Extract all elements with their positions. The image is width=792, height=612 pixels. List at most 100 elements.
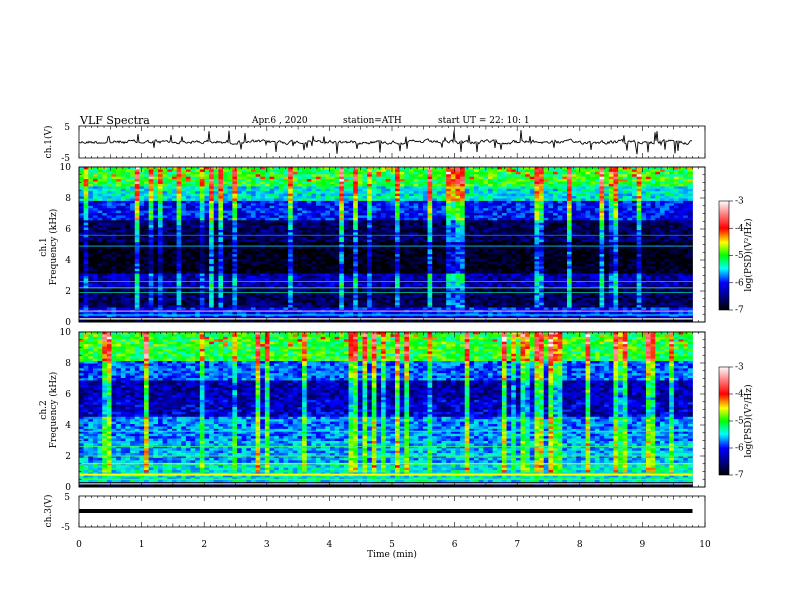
spectrogram-cell <box>422 174 428 178</box>
spectrogram-cell <box>343 167 349 170</box>
spectrogram-cell <box>297 251 303 255</box>
spectrogram-cell <box>367 239 373 243</box>
spectrogram-cell <box>376 229 382 233</box>
spectrogram-cell <box>167 225 173 228</box>
spectrogram-cell <box>162 171 168 175</box>
spectrogram-cell <box>367 246 373 250</box>
spectrogram-cell <box>97 283 103 287</box>
spectrogram-cell <box>223 273 229 277</box>
spectrogram-cell <box>325 307 331 311</box>
spectrogram-cell <box>264 191 270 195</box>
spectrogram-cell <box>283 220 289 224</box>
spectrogram-cell <box>111 300 117 304</box>
spectrogram-cell <box>232 295 238 299</box>
spectrogram-cell <box>190 188 196 192</box>
spectrogram-cell <box>148 312 154 316</box>
spectrogram-cell <box>181 302 187 306</box>
spectrogram-cell <box>223 285 229 289</box>
spectrogram-cell <box>339 297 345 301</box>
spectrogram-cell <box>255 278 261 282</box>
spectrogram-cell <box>237 246 243 250</box>
spectrogram-cell <box>306 171 312 175</box>
spectrogram-cell <box>381 229 387 233</box>
spectrogram-cell <box>237 273 243 277</box>
spectrogram-cell <box>264 176 270 180</box>
spectrogram-cell <box>362 297 368 301</box>
spectrogram-cell <box>153 251 159 255</box>
spectrogram-cell <box>181 191 187 195</box>
spectrogram-cell <box>185 225 191 228</box>
spectrogram-cell <box>376 198 382 202</box>
spectrogram-cell <box>209 302 215 306</box>
spectrogram-cell <box>367 167 373 170</box>
spectrogram-cell <box>232 288 238 291</box>
spectrogram-cell <box>269 246 275 250</box>
spectrogram-cell <box>83 229 89 233</box>
spectrogram-cell <box>162 278 168 282</box>
spectrogram-cell <box>311 181 317 185</box>
spectrogram-cell <box>111 288 117 291</box>
spectrogram-cell <box>125 312 131 316</box>
spectrogram-cell <box>422 167 428 170</box>
spectrogram-cell <box>343 191 349 195</box>
spectrogram-cell <box>297 222 303 226</box>
spectrogram-cell <box>292 210 298 214</box>
spectrogram-cell <box>111 297 117 301</box>
spectrogram-cell <box>120 213 126 216</box>
spectrogram-cell <box>381 285 387 289</box>
spectrogram-cell <box>120 208 126 211</box>
spectrogram-cell <box>134 242 140 245</box>
spectrogram-cell <box>422 275 428 279</box>
spectrogram-cell <box>199 278 205 282</box>
spectrogram-cell <box>343 261 349 265</box>
spectrogram-cell <box>399 285 405 289</box>
spectrogram-cell <box>274 275 280 279</box>
spectrogram-cell <box>348 171 354 175</box>
spectrogram-cell <box>223 167 229 170</box>
spectrogram-cell <box>246 307 252 311</box>
spectrogram-cell <box>130 232 136 236</box>
spectrogram-cell <box>162 246 168 250</box>
spectrogram-cell <box>209 222 215 226</box>
spectrogram-cell <box>274 179 280 182</box>
spectrogram-cell <box>195 203 201 207</box>
spectrogram-cell <box>176 312 182 316</box>
spectrogram-cell <box>185 205 191 209</box>
spectrogram-cell <box>167 232 173 236</box>
spectrogram-cell <box>371 183 377 187</box>
spectrogram-cell <box>167 167 173 170</box>
spectrogram-cell <box>241 263 247 267</box>
spectrogram-cell <box>339 290 345 294</box>
spectrogram-cell <box>199 295 205 299</box>
spectrogram-cell <box>343 271 349 274</box>
spectrogram-cell <box>325 222 331 226</box>
spectrogram-cell <box>144 198 150 202</box>
spectrogram-cell <box>381 234 387 238</box>
spectrogram-cell <box>283 275 289 279</box>
spectrogram-cell <box>223 307 229 311</box>
spectrogram-cell <box>199 183 205 187</box>
spectrogram-cell <box>102 246 108 250</box>
spectrogram-cell <box>204 273 210 277</box>
spectrogram-cell <box>311 295 317 299</box>
spectrogram-cell <box>176 229 182 233</box>
spectrogram-cell <box>195 312 201 316</box>
spectrogram-cell <box>292 225 298 228</box>
spectrogram-cell <box>264 278 270 282</box>
spectrogram-cell <box>92 171 98 175</box>
spectrogram-cell <box>218 292 224 296</box>
spectrogram-cell <box>223 188 229 192</box>
spectrogram-cell <box>292 171 298 175</box>
spectrogram-cell <box>241 167 247 170</box>
spectrogram-cell <box>167 302 173 306</box>
spectrogram-cell <box>381 290 387 294</box>
spectrogram-cell <box>269 249 275 253</box>
spectrogram-cell <box>274 261 280 265</box>
spectrogram-cell <box>325 278 331 282</box>
spectrogram-cell <box>395 183 401 187</box>
spectrogram-cell <box>269 167 275 170</box>
spectrogram-cell <box>390 205 396 209</box>
spectrogram-cell <box>153 205 159 209</box>
spectrogram-cell <box>218 307 224 311</box>
spectrogram-cell <box>320 300 326 304</box>
